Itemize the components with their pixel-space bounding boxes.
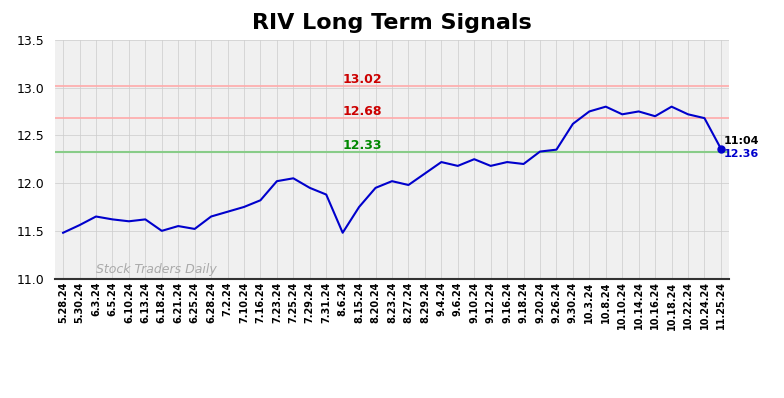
- Text: 12.36: 12.36: [724, 149, 760, 159]
- Point: [715, 146, 728, 152]
- Text: 11:04: 11:04: [724, 136, 760, 146]
- Text: Stock Traders Daily: Stock Traders Daily: [96, 263, 216, 276]
- Text: 12.68: 12.68: [343, 105, 382, 118]
- Text: 13.02: 13.02: [343, 73, 383, 86]
- Text: 12.33: 12.33: [343, 139, 382, 152]
- Title: RIV Long Term Signals: RIV Long Term Signals: [252, 13, 532, 33]
